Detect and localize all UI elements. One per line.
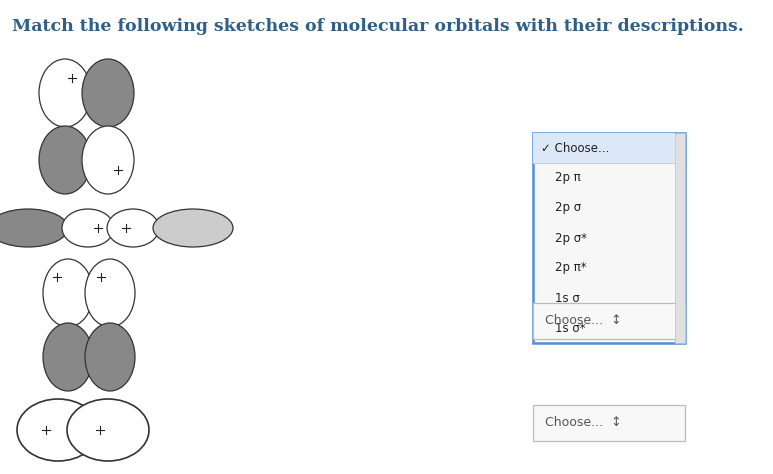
Text: 1s σ*: 1s σ* [555,321,586,335]
Ellipse shape [153,209,233,247]
Ellipse shape [62,209,114,247]
Text: 2p σ*: 2p σ* [555,231,587,245]
Bar [533,133,685,343]
Ellipse shape [85,259,135,327]
Text: 2p π*: 2p π* [555,262,587,274]
Text: Choose...  ↕: Choose... ↕ [545,315,621,328]
Text: 2p σ: 2p σ [555,201,581,215]
Ellipse shape [17,399,99,461]
Ellipse shape [0,209,68,247]
Ellipse shape [39,126,91,194]
Ellipse shape [43,323,93,391]
Ellipse shape [85,323,135,391]
Text: Choose...  ↕: Choose... ↕ [545,417,621,429]
Ellipse shape [67,399,149,461]
Text: Match the following sketches of molecular orbitals with their descriptions.: Match the following sketches of molecula… [12,18,744,35]
Bar [533,133,675,163]
Text: 1s σ: 1s σ [555,292,580,304]
Text: 2p π: 2p π [555,172,581,184]
Bar [533,405,685,441]
Ellipse shape [43,259,93,327]
Ellipse shape [82,59,134,127]
Bar [675,133,685,343]
Ellipse shape [39,59,91,127]
Ellipse shape [107,209,159,247]
Bar [533,303,685,339]
Text: ✓ Choose...: ✓ Choose... [541,142,609,155]
Ellipse shape [82,126,134,194]
